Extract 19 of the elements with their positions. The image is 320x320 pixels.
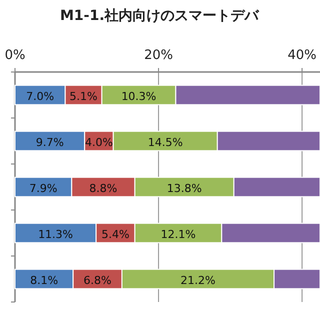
- x-tick-label: 20%: [144, 48, 173, 63]
- data-label: 8.1%: [30, 274, 58, 287]
- x-tick-label: 40%: [288, 48, 317, 63]
- data-label: 6.8%: [84, 274, 112, 287]
- chart-title: M1-1.社内向けのスマートデバ: [60, 8, 260, 24]
- data-label: 21.2%: [180, 274, 216, 287]
- data-label: 12.1%: [160, 228, 196, 241]
- data-label: 13.8%: [166, 182, 202, 195]
- data-label: 5.1%: [70, 90, 98, 103]
- x-tick-label: 0%: [4, 48, 26, 63]
- data-label: 14.5%: [148, 136, 183, 149]
- data-label: 8.8%: [89, 182, 118, 195]
- data-label: 5.4%: [101, 228, 130, 241]
- data-label: 11.3%: [38, 228, 74, 241]
- data-label: 7.0%: [26, 90, 54, 103]
- data-label: 4.0%: [84, 136, 113, 149]
- data-label: 7.9%: [29, 182, 58, 195]
- data-label: 9.7%: [36, 136, 64, 149]
- data-label: 10.3%: [121, 90, 156, 103]
